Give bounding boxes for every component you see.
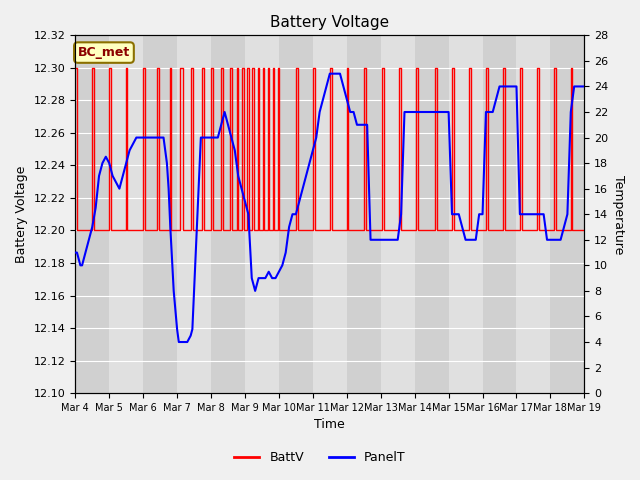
Y-axis label: Battery Voltage: Battery Voltage — [15, 166, 28, 263]
Bar — [550, 36, 584, 393]
X-axis label: Time: Time — [314, 419, 345, 432]
Bar — [415, 36, 449, 393]
Bar — [245, 36, 279, 393]
Bar — [313, 36, 347, 393]
Bar — [516, 36, 550, 393]
Bar — [449, 36, 483, 393]
Bar — [76, 36, 109, 393]
Bar — [211, 36, 245, 393]
Bar — [143, 36, 177, 393]
Y-axis label: Temperature: Temperature — [612, 175, 625, 254]
Bar — [177, 36, 211, 393]
Bar — [279, 36, 313, 393]
Bar — [483, 36, 516, 393]
Bar — [109, 36, 143, 393]
Legend: BattV, PanelT: BattV, PanelT — [229, 446, 411, 469]
Bar — [347, 36, 381, 393]
Title: Battery Voltage: Battery Voltage — [270, 15, 389, 30]
Text: BC_met: BC_met — [78, 46, 130, 59]
Bar — [381, 36, 415, 393]
